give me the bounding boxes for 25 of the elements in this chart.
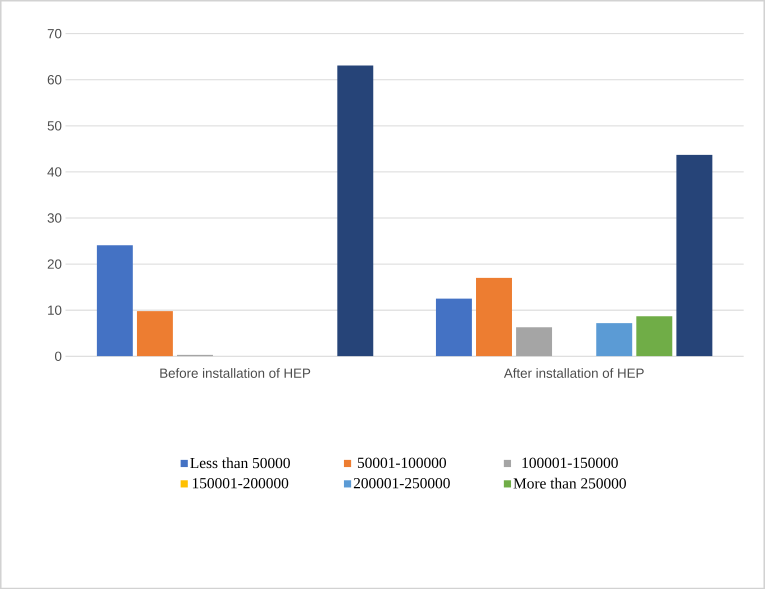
legend-label: 50001-100000 — [358, 457, 446, 468]
legend-label: Less than 50000 — [190, 457, 290, 468]
y-tick-label: 30 — [48, 213, 62, 223]
y-tick-label: 50 — [48, 120, 62, 130]
bar — [96, 245, 133, 356]
y-tick-label: 20 — [48, 259, 62, 269]
bar — [676, 154, 712, 356]
x-tick-label: Before installation of HEP — [160, 368, 310, 378]
legend-label: 100001-150000 — [522, 457, 618, 468]
legend-label: 150001-200000 — [192, 478, 288, 488]
x-tick-label: After installation of HEP — [504, 368, 644, 378]
bar — [516, 327, 552, 356]
legend-label: More than 250000 — [514, 478, 626, 488]
bar — [596, 322, 632, 356]
y-tick-label: 70 — [48, 28, 62, 38]
y-tick-label: 60 — [48, 74, 62, 84]
bar — [436, 298, 472, 356]
y-tick-label: 10 — [48, 305, 62, 315]
bar — [136, 310, 173, 356]
legend-label: 200001-250000 — [354, 478, 450, 488]
bar — [476, 278, 512, 356]
bar — [636, 316, 672, 356]
y-tick-label: 0 — [55, 351, 62, 361]
y-tick-label: 40 — [47, 167, 62, 176]
bar — [337, 65, 374, 356]
